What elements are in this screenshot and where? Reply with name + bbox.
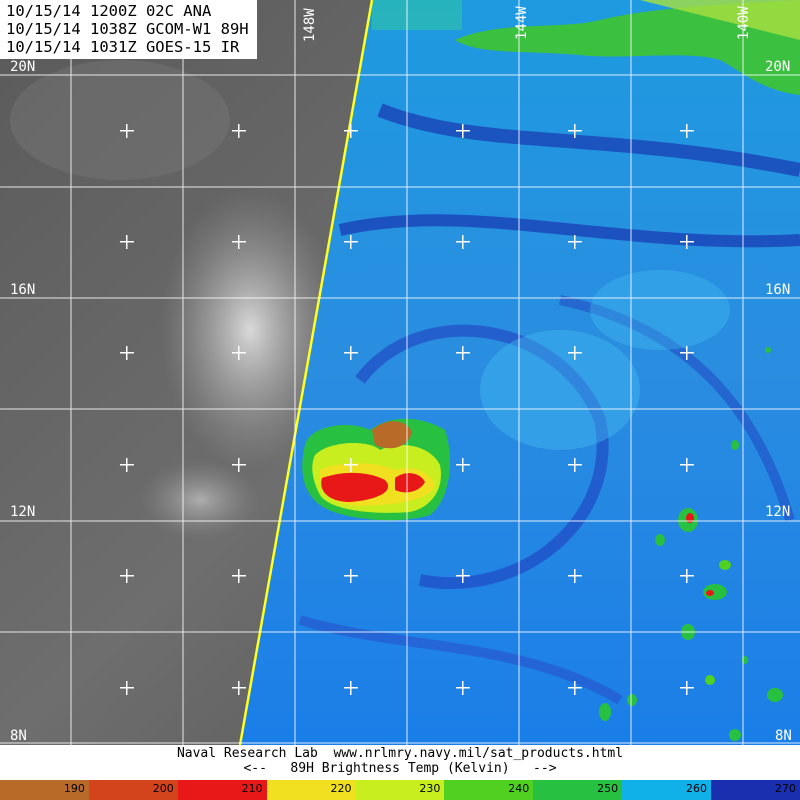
grid-plus-marker <box>680 124 694 138</box>
lat-label-right: 12N <box>765 504 791 520</box>
lat-label-left: 16N <box>10 282 36 298</box>
spiral-band <box>355 324 609 590</box>
warm-region <box>480 330 640 450</box>
grid-plus-marker <box>456 458 470 472</box>
grid-plus-marker <box>680 569 694 583</box>
grid-plus-marker <box>120 458 134 472</box>
grid-plus-marker <box>344 124 358 138</box>
cold-band <box>338 214 800 248</box>
ir-cloud-patch <box>10 60 230 180</box>
grid-plus-marker <box>120 346 134 360</box>
cold-band <box>298 615 623 705</box>
lon-label: 148W <box>302 8 318 42</box>
grid-plus-marker <box>344 681 358 695</box>
land-mass <box>455 0 800 95</box>
grid-plus-marker <box>568 458 582 472</box>
cold-band <box>558 295 795 522</box>
grid-plus-marker <box>568 124 582 138</box>
header-line-microwave: 10/15/14 1038Z GCOM-W1 89H <box>6 20 249 38</box>
land-mass <box>640 0 800 40</box>
grid-plus-marker <box>456 124 470 138</box>
colorbar-tick-label: 190 <box>63 782 85 795</box>
grid-plus-marker <box>456 346 470 360</box>
grid-plus-marker <box>120 235 134 249</box>
grid-plus-marker <box>568 235 582 249</box>
colorbar-segment: 210 <box>177 780 267 800</box>
colorbar-tick-label: 260 <box>686 782 707 795</box>
colorbar-tick-label: 250 <box>597 782 619 795</box>
storm-core <box>372 421 412 449</box>
grid-plus-marker <box>568 681 582 695</box>
header-line-storm: 10/15/14 1200Z 02C ANA <box>6 2 212 20</box>
lat-label-left: 20N <box>10 59 36 75</box>
satellite-image <box>0 0 800 745</box>
grid-plus-marker <box>344 458 358 472</box>
grid-plus-marker <box>680 235 694 249</box>
lat-label-left: 12N <box>10 504 36 520</box>
lat-label-right: 20N <box>765 59 791 75</box>
cold-band <box>377 103 800 177</box>
colorbar-tick-label: 200 <box>152 782 174 795</box>
colorbar-tick-label: 210 <box>241 782 263 795</box>
grid-plus-marker <box>456 681 470 695</box>
grid-plus-marker <box>120 124 134 138</box>
storm-red <box>321 472 389 502</box>
ir-cloud-patch <box>140 460 260 540</box>
credit-line: Naval Research Lab www.nrlmry.navy.mil/s… <box>176 746 624 761</box>
colorbar-segment: 220 <box>266 780 356 800</box>
grid-plus-marker <box>232 681 246 695</box>
grid-plus-marker <box>680 346 694 360</box>
colorbar-tick-label: 220 <box>330 782 352 795</box>
grid-plus-marker <box>568 346 582 360</box>
grid-plus-marker <box>120 681 134 695</box>
grid-plus-marker <box>120 569 134 583</box>
colorbar-segment: 190 <box>0 780 89 800</box>
grid-plus-marker <box>680 681 694 695</box>
colorbar-tick-label: 230 <box>419 782 441 795</box>
colorbar-segment: 270 <box>711 780 800 800</box>
header-line-ir: 10/15/14 1031Z GOES-15 IR <box>6 38 240 56</box>
colorbar-segment: 200 <box>88 780 178 800</box>
lat-label-left: 8N <box>10 728 27 744</box>
grid-plus-marker <box>232 235 246 249</box>
grid-plus-marker <box>232 569 246 583</box>
colorbar-segment: 250 <box>533 780 623 800</box>
scattered-convection <box>599 347 783 741</box>
grid-plus-marker <box>344 346 358 360</box>
grid-plus-marker <box>456 235 470 249</box>
grid-plus-marker <box>232 458 246 472</box>
coastal-region <box>372 0 462 30</box>
colorbar-segment: 230 <box>355 780 445 800</box>
grid-plus-marker <box>344 569 358 583</box>
lat-label-right: 8N <box>775 728 792 744</box>
colorbar-segment: 260 <box>622 780 711 800</box>
colorbar-tick-label: 240 <box>508 782 530 795</box>
microwave-swath <box>240 0 800 745</box>
grid-plus-marker <box>456 569 470 583</box>
grid-plus-marker <box>232 124 246 138</box>
grid-plus-marker <box>568 569 582 583</box>
grid-plus-marker <box>344 235 358 249</box>
lat-lon-grid <box>0 0 800 745</box>
colorbar-segment: 240 <box>444 780 534 800</box>
lat-label-right: 16N <box>765 282 791 298</box>
header-box: 10/15/14 1200Z 02C ANA 10/15/14 1038Z GCO… <box>0 0 257 59</box>
warm-region <box>590 270 730 350</box>
footer: Naval Research Lab www.nrlmry.navy.mil/s… <box>0 745 800 780</box>
grid-plus-marker <box>680 458 694 472</box>
storm-red <box>395 473 425 493</box>
colorbar: 190 200 210 220 230 240 250 260 270 <box>0 780 800 800</box>
lon-label: 140W <box>736 6 752 40</box>
satellite-map: 20N 20N 16N 16N 12N 12N 8N 8N 148W 144W … <box>0 0 800 745</box>
grid-plus-marker <box>232 346 246 360</box>
colorbar-title: <-- 89H Brightness Temp (Kelvin) --> <box>243 761 557 776</box>
colorbar-tick-label: 270 <box>774 782 796 795</box>
lon-label: 144W <box>514 6 530 40</box>
